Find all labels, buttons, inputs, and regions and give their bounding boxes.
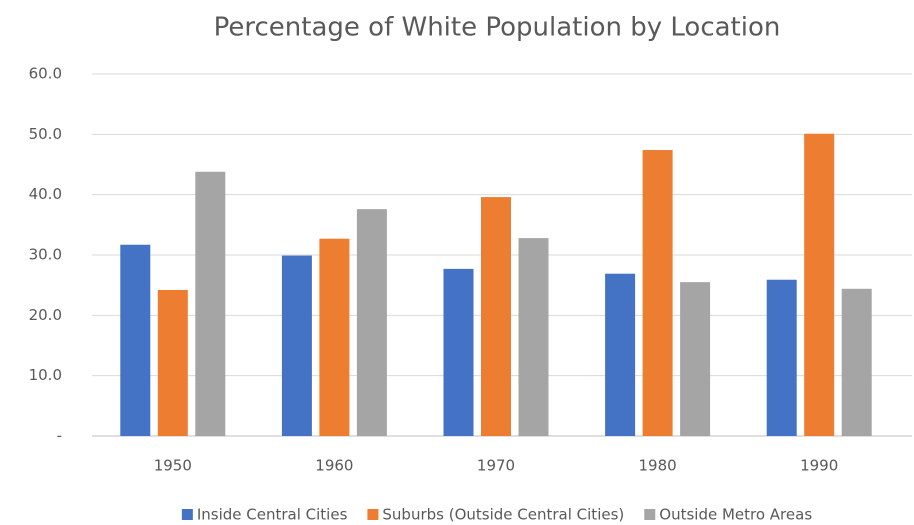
y-tick-label: 20.0 [29, 306, 62, 324]
legend-label: Outside Metro Areas [659, 506, 812, 524]
bar [642, 150, 673, 436]
bar [319, 238, 350, 436]
legend-label: Inside Central Cities [197, 506, 348, 524]
legend-swatch [644, 509, 656, 520]
bar [804, 133, 835, 437]
x-tick-label: 1950 [154, 457, 192, 475]
bar [195, 171, 226, 437]
bar [443, 268, 474, 436]
legend-label: Suburbs (Outside Central Cities) [382, 506, 624, 524]
y-tick-label: 60.0 [29, 65, 62, 83]
x-tick-label: 1980 [639, 457, 677, 475]
bar [157, 289, 188, 436]
x-tick-label: 1990 [800, 457, 838, 475]
bar [481, 197, 511, 436]
chart-title: Percentage of White Population by Locati… [214, 13, 781, 43]
y-tick-label: 40.0 [29, 185, 62, 203]
bar [766, 279, 797, 436]
bar [120, 244, 151, 436]
y-tick-label: 30.0 [29, 246, 62, 264]
legend-swatch [181, 509, 193, 520]
bar [680, 282, 711, 436]
y-tick-label: - [57, 427, 62, 445]
bar [841, 288, 872, 436]
legend-swatch [367, 509, 379, 520]
y-tick-label: 10.0 [29, 366, 62, 384]
bar [356, 209, 387, 436]
y-tick-label: 50.0 [29, 125, 62, 143]
bar [518, 238, 549, 436]
bar [281, 255, 312, 436]
x-tick-label: 1960 [315, 457, 353, 475]
x-tick-label: 1970 [477, 457, 515, 475]
bar [605, 273, 636, 436]
